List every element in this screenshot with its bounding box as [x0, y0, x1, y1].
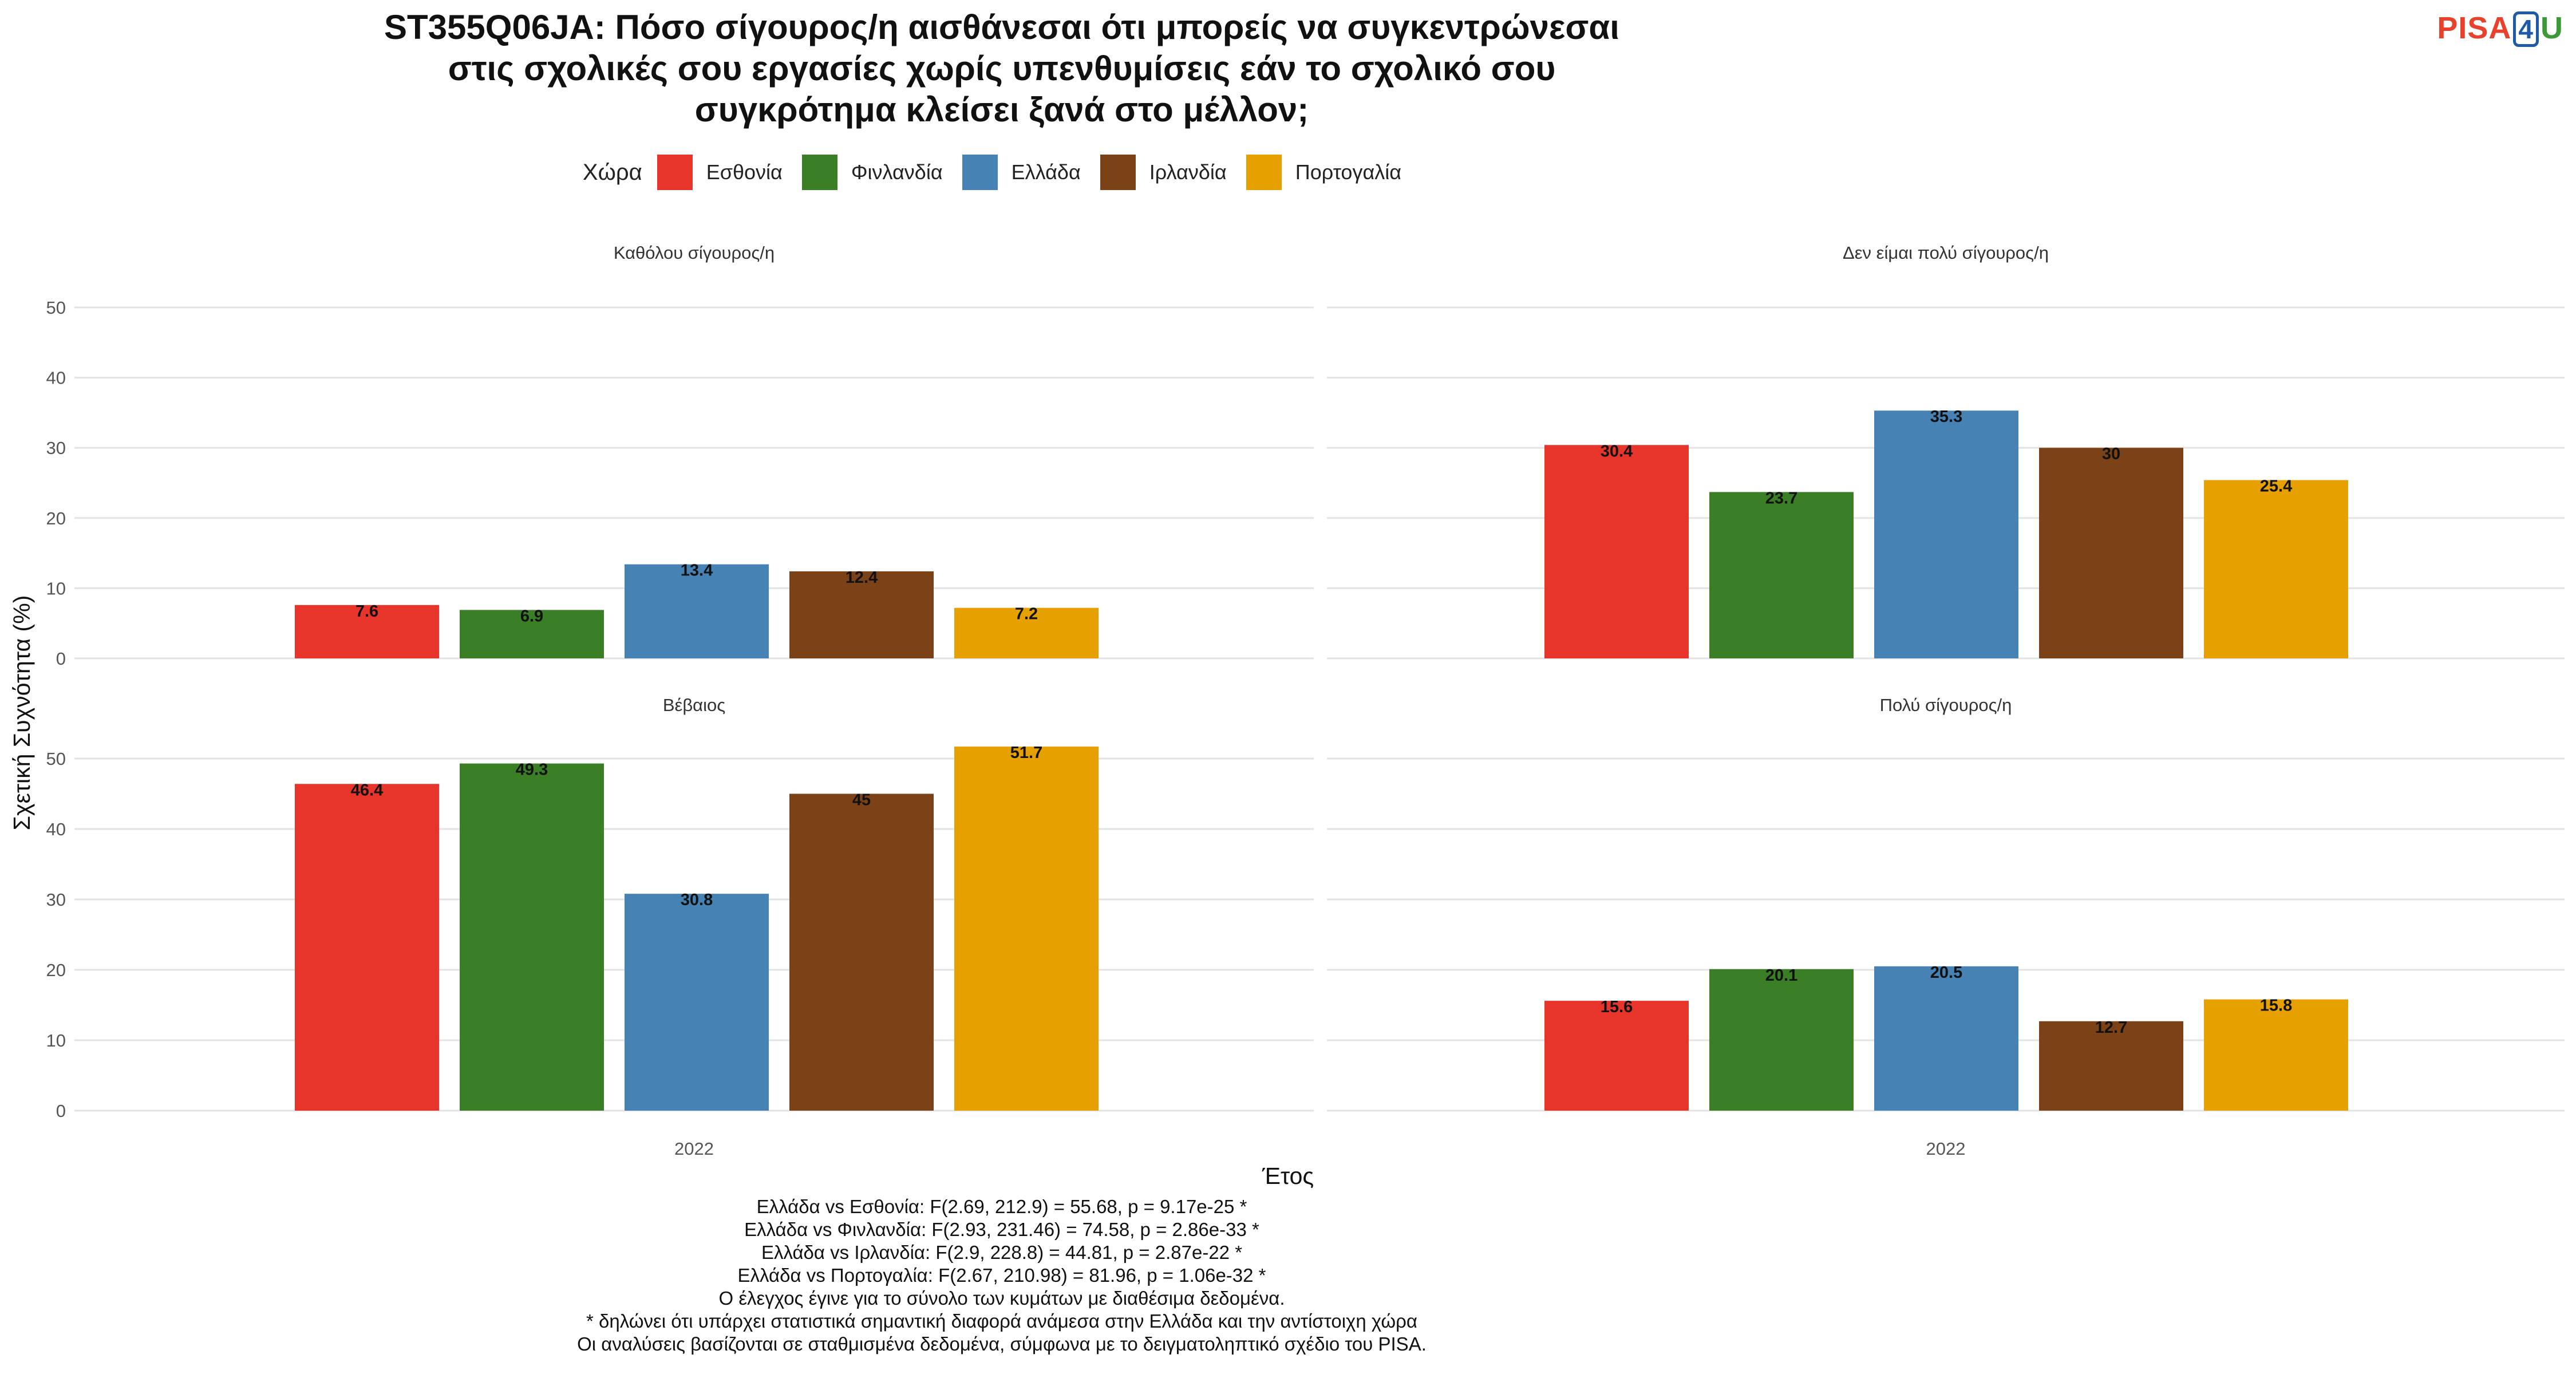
bar-1-2 — [1874, 410, 2018, 658]
legend-item-portugal: Πορτογαλία — [1246, 155, 1401, 190]
title-line-1: ST355Q06JA: Πόσο σίγουρος/η αισθάνεσαι ό… — [384, 8, 1619, 46]
data-label-0-2: 13.4 — [681, 562, 713, 580]
footer-notes: Ελλάδα vs Εσθονία: F(2.69, 212.9) = 55.6… — [0, 1195, 2004, 1356]
data-label-2-1: 49.3 — [516, 761, 548, 779]
y-tick-label-2-10: 10 — [46, 1030, 66, 1051]
y-tick-label-2-0: 0 — [56, 1101, 66, 1121]
bar-0-2 — [625, 564, 769, 658]
bar-1-3 — [2039, 448, 2183, 658]
data-label-0-4: 7.2 — [1015, 605, 1038, 623]
bar-2-3 — [789, 793, 934, 1111]
legend-swatch-ireland — [1100, 155, 1136, 190]
bar-3-4 — [2204, 999, 2348, 1111]
data-label-3-4: 15.8 — [2260, 997, 2292, 1015]
legend-swatch-portugal — [1246, 155, 1282, 190]
data-label-2-2: 30.8 — [681, 891, 713, 909]
footer-line-3: Ελλάδα vs Ιρλανδία: F(2.9, 228.8) = 44.8… — [761, 1242, 1243, 1263]
bar-3-2 — [1874, 966, 2018, 1111]
data-label-1-3: 30 — [2102, 445, 2120, 463]
footer-line-5: Ο έλεγχος έγινε για το σύνολο των κυμάτω… — [718, 1288, 1285, 1309]
panel-title-0: Καθόλου σίγουρος/η — [614, 243, 775, 263]
data-label-3-3: 12.7 — [2095, 1018, 2127, 1037]
footer-line-6: * δηλώνει ότι υπάρχει στατιστικά σημαντι… — [586, 1310, 1417, 1332]
y-axis-title: Σχετική Συχνότητα (%) — [9, 595, 35, 831]
y-tick-label-2-30: 30 — [46, 890, 66, 910]
chart-title: ST355Q06JA: Πόσο σίγουρος/η αισθάνεσαι ό… — [0, 7, 2004, 131]
y-tick-label-0-30: 30 — [46, 438, 66, 458]
bar-0-3 — [789, 571, 934, 658]
data-label-3-0: 15.6 — [1601, 998, 1633, 1016]
legend-label-greece: Ελλάδα — [1011, 160, 1081, 184]
logo-text-pisa: PISA — [2437, 11, 2512, 45]
data-label-0-1: 6.9 — [520, 607, 543, 625]
data-label-3-2: 20.5 — [1930, 964, 1962, 982]
bar-0-1 — [460, 610, 604, 658]
data-label-1-0: 30.4 — [1601, 442, 1633, 460]
bar-3-3 — [2039, 1021, 2183, 1111]
legend-item-ireland: Ιρλανδία — [1100, 155, 1227, 190]
legend-label-estonia: Εσθονία — [706, 160, 783, 184]
x-tick-label-0: 2022 — [674, 1139, 714, 1159]
data-label-0-3: 12.4 — [846, 568, 878, 587]
data-label-1-4: 25.4 — [2260, 477, 2292, 496]
y-tick-label-0-20: 20 — [46, 508, 66, 528]
logo-text-4: 4 — [2513, 11, 2539, 47]
footer-line-2: Ελλάδα vs Φινλανδία: F(2.93, 231.46) = 7… — [744, 1219, 1259, 1240]
y-tick-label-0-50: 50 — [46, 298, 66, 318]
logo-text-u: U — [2541, 11, 2563, 45]
footer-line-1: Ελλάδα vs Εσθονία: F(2.69, 212.9) = 55.6… — [756, 1196, 1247, 1217]
title-line-2: στις σχολικές σου εργασίες χωρίς υπενθυμ… — [448, 49, 1556, 88]
bar-1-1 — [1709, 492, 1854, 658]
x-axis-title: Έτος — [1262, 1163, 1314, 1189]
data-label-2-0: 46.4 — [351, 781, 383, 799]
data-label-0-0: 7.6 — [355, 602, 378, 621]
data-label-1-2: 35.3 — [1930, 408, 1962, 426]
legend-swatch-finland — [801, 155, 837, 190]
bar-2-1 — [460, 763, 604, 1111]
legend: Χώρα Εσθονία Φινλανδία Ελλάδα Ιρλανδία Π… — [0, 155, 2004, 190]
y-tick-label-0-40: 40 — [46, 368, 66, 388]
pisa4u-logo: PISA 4 U — [2437, 10, 2563, 47]
bar-2-2 — [625, 894, 769, 1111]
y-tick-label-0-0: 0 — [56, 649, 66, 669]
panel-title-2: Βέβαιος — [663, 695, 725, 715]
bar-3-1 — [1709, 969, 1854, 1111]
legend-item-estonia: Εσθονία — [657, 155, 783, 190]
bar-3-0 — [1544, 1001, 1689, 1111]
panel-title-3: Πολύ σίγουρος/η — [1880, 695, 2012, 715]
bar-0-0 — [295, 605, 439, 658]
legend-title: Χώρα — [582, 159, 642, 185]
legend-item-finland: Φινλανδία — [801, 155, 943, 190]
bar-0-4 — [954, 607, 1099, 658]
data-label-2-4: 51.7 — [1010, 744, 1042, 762]
y-tick-label-2-40: 40 — [46, 819, 66, 839]
data-label-3-1: 20.1 — [1765, 966, 1797, 985]
legend-swatch-greece — [962, 155, 998, 190]
bar-2-4 — [954, 747, 1099, 1111]
title-line-3: συγκρότημα κλείσει ξανά στο μέλλον; — [694, 90, 1309, 129]
footer-line-4: Ελλάδα vs Πορτογαλία: F(2.67, 210.98) = … — [737, 1265, 1266, 1286]
y-tick-label-2-50: 50 — [46, 749, 66, 769]
faceted-bar-chart: Καθόλου σίγουρος/η 0 10 20 30 40 50 7.6 6.9 13.4 1… — [9, 243, 2565, 1189]
legend-label-finland: Φινλανδία — [851, 160, 943, 184]
bar-2-0 — [295, 784, 439, 1111]
legend-label-ireland: Ιρλανδία — [1149, 160, 1227, 184]
bar-1-0 — [1544, 445, 1689, 658]
panel-title-1: Δεν είμαι πολύ σίγουρος/η — [1843, 243, 2049, 263]
legend-swatch-estonia — [657, 155, 693, 190]
legend-item-greece: Ελλάδα — [962, 155, 1081, 190]
bar-1-4 — [2204, 480, 2348, 658]
y-tick-label-0-10: 10 — [46, 578, 66, 598]
y-tick-label-2-20: 20 — [46, 960, 66, 980]
x-tick-label-1: 2022 — [1926, 1139, 1966, 1159]
data-label-2-3: 45 — [852, 791, 871, 810]
data-label-1-1: 23.7 — [1765, 489, 1797, 507]
footer-line-7: Οι αναλύσεις βασίζονται σε σταθμισμένα δ… — [577, 1333, 1427, 1355]
legend-label-portugal: Πορτογαλία — [1295, 160, 1402, 184]
